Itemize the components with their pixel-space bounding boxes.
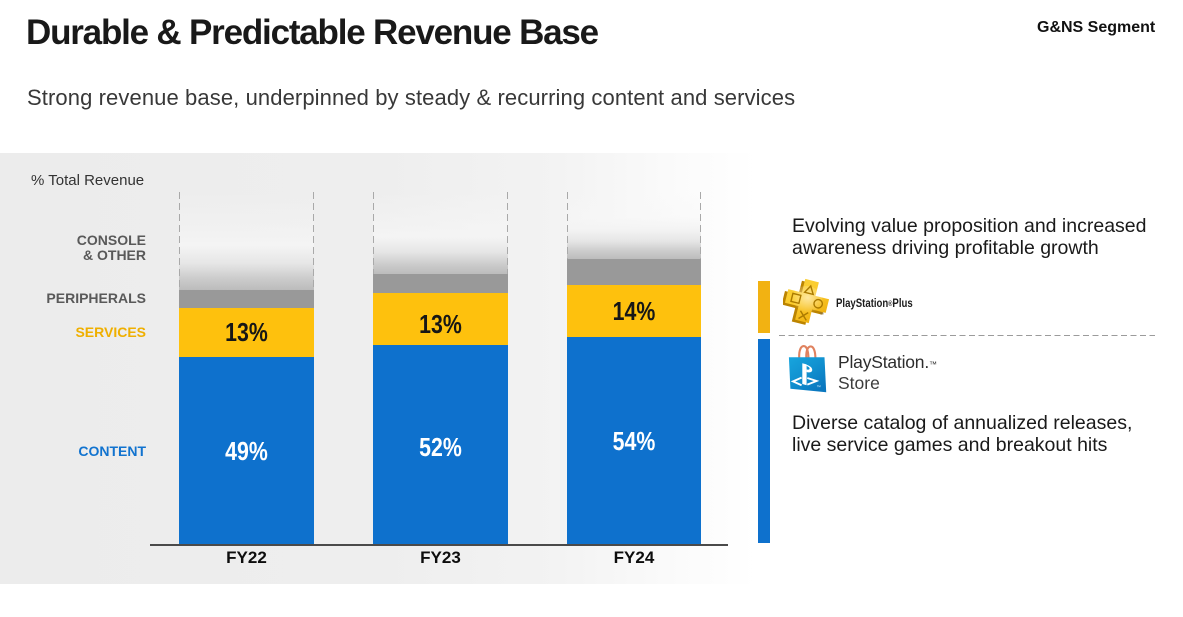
svg-text:™: ™ [819,312,824,318]
svg-text:™: ™ [817,385,822,390]
